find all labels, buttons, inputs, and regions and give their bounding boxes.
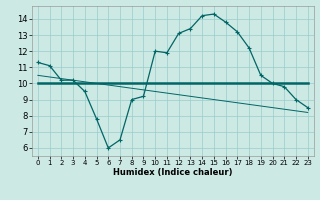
- X-axis label: Humidex (Indice chaleur): Humidex (Indice chaleur): [113, 168, 233, 177]
